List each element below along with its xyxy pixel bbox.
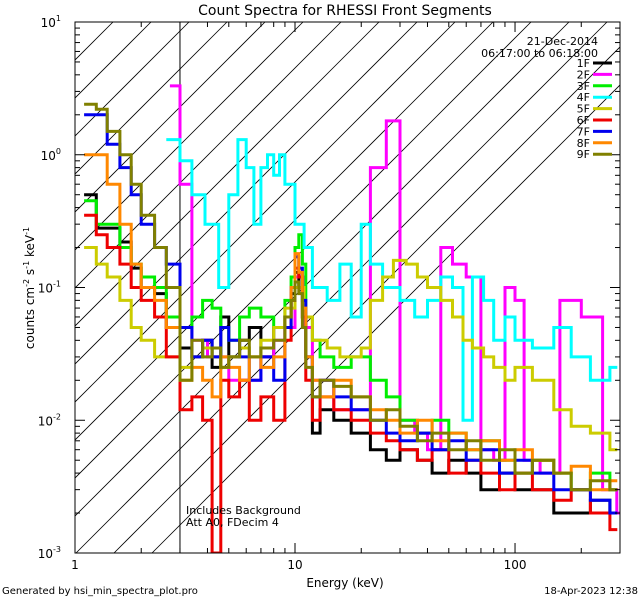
x-axis-label: Energy (keV) (306, 576, 383, 590)
series-line-4f (166, 138, 618, 422)
axis-ticks (74, 22, 621, 554)
series-line-6f (84, 213, 618, 553)
hatch-line (75, 22, 304, 251)
y-tick-label: 10-3 (38, 545, 61, 561)
legend-time-range: 06:17:00 to 06:18:00 (481, 47, 598, 60)
x-tick-label: 1 (71, 558, 79, 572)
legend-label-3f: 3F (577, 80, 590, 93)
legend-label-6f: 6F (577, 114, 590, 127)
legend-label-1f: 1F (577, 57, 590, 70)
hatch-line (75, 22, 380, 327)
legend-label-8f: 8F (577, 137, 590, 150)
series-lines (84, 84, 620, 553)
legend-label-9f: 9F (577, 148, 590, 161)
y-tick-label: 10-2 (38, 412, 61, 428)
timestamp-text: 18-Apr-2023 12:38 (544, 586, 638, 597)
legend-label-2f: 2F (577, 68, 590, 81)
chart-title: Count Spectra for RHESSI Front Segments (198, 3, 492, 19)
legend-date: 21-Dec-2014 (527, 35, 598, 48)
hatch-line (75, 22, 456, 403)
y-tick-label: 101 (41, 14, 61, 30)
annotation-attenuator: Att A0, FDecim 4 (186, 516, 279, 529)
y-tick-label: 10-1 (38, 280, 61, 296)
annotation-background: Includes Background (186, 504, 301, 517)
series-line-7f (84, 113, 618, 515)
legend-label-5f: 5F (577, 103, 590, 116)
hatch-line (75, 22, 532, 479)
hatch-line (113, 46, 620, 553)
hatch-line (75, 22, 608, 553)
series-line-9f (84, 102, 618, 492)
axis-tick-labels: 1 10 100 10-3 10-2 10-1 100 101 (38, 14, 527, 572)
legend-label-4f: 4F (577, 91, 590, 104)
hatch-line (151, 84, 620, 553)
x-tick-label: 10 (287, 558, 302, 572)
hatch-line (75, 22, 266, 213)
y-tick-label: 100 (41, 147, 61, 163)
legend-label-7f: 7F (577, 125, 590, 138)
y-axis-label: counts cm-2 s-1 keV-1 (22, 227, 37, 349)
hatch-line (75, 22, 228, 175)
generated-by-text: Generated by hsi_min_spectra_plot.pro (2, 586, 198, 597)
x-tick-label: 100 (504, 558, 527, 572)
